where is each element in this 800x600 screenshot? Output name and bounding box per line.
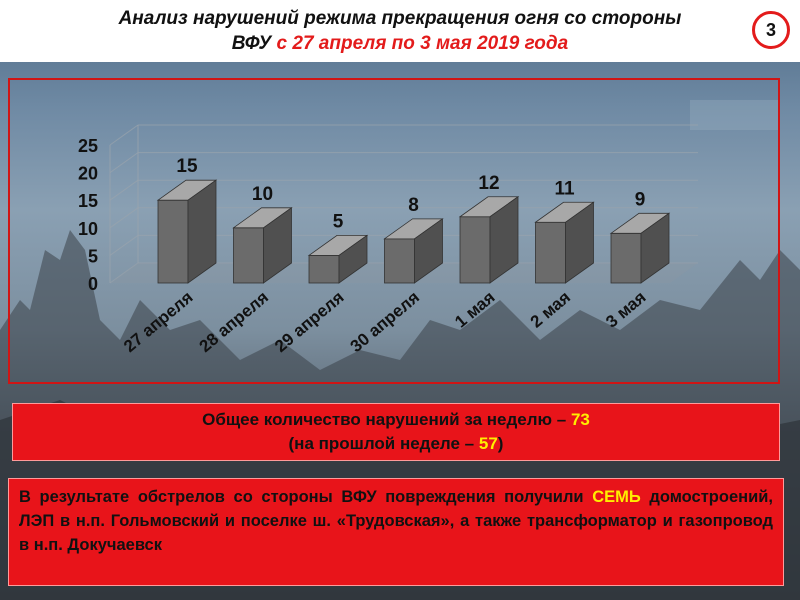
bar	[157, 199, 189, 284]
bar	[610, 232, 642, 284]
x-tick-label: 3 мая	[602, 288, 649, 332]
data-label: 15	[176, 156, 198, 177]
x-tick-label: 2 мая	[527, 288, 574, 332]
chart-frame	[8, 78, 780, 384]
bar-side	[187, 179, 217, 284]
previous-week-suffix: )	[497, 434, 504, 453]
bar	[233, 227, 264, 284]
bar-side	[565, 201, 594, 284]
bar	[459, 216, 491, 284]
slide-number-badge: 3	[752, 11, 790, 49]
weekly-total-line: Общее количество нарушений за неделю – 7…	[13, 410, 779, 430]
title-vfu: ВФУ	[231, 33, 272, 54]
data-label: 5	[333, 211, 344, 232]
data-label: 11	[554, 178, 575, 199]
y-tick-label: 0	[88, 274, 98, 294]
previous-week-label: (на прошлой неделе –	[288, 434, 475, 453]
damage-count-highlight: СЕМЬ	[592, 488, 641, 506]
data-label: 12	[478, 173, 499, 194]
bar-side	[338, 234, 368, 284]
bar-side	[489, 195, 519, 284]
bar-side	[414, 218, 443, 284]
grid-depth-line	[109, 234, 139, 256]
grid-depth-line	[109, 179, 139, 201]
y-tick-label: 5	[88, 246, 98, 266]
data-label: 8	[408, 195, 419, 216]
grid-depth-line	[109, 152, 139, 174]
bar-side	[263, 207, 292, 284]
previous-week-value: 57	[478, 434, 498, 453]
header-bar: Анализ нарушений режима прекращения огня…	[0, 0, 800, 62]
y-tick-label: 20	[78, 164, 98, 184]
bar	[535, 221, 566, 284]
grid-depth-line	[109, 262, 139, 284]
damage-info-panel: В результате обстрелов со стороны ВФУ по…	[8, 478, 784, 586]
weekly-total-panel: Общее количество нарушений за неделю – 7…	[12, 403, 780, 461]
x-tick-label: 28 апреля	[196, 288, 273, 356]
x-tick-label: 29 апреля	[271, 288, 348, 356]
damage-text-part2: домостроений, ЛЭП в н.п. Гольмовский и п…	[19, 488, 773, 554]
bar	[384, 238, 415, 284]
y-tick-label: 25	[78, 136, 98, 156]
grid-depth-line	[109, 207, 139, 229]
bar	[308, 254, 340, 284]
page-title-line2: ВФУ с 27 апреля по 3 мая 2019 года	[0, 33, 800, 55]
y-tick-label: 10	[78, 219, 98, 239]
weekly-total-value: 73	[570, 410, 590, 429]
x-tick-label: 1 мая	[451, 288, 498, 332]
y-tick-label: 15	[78, 191, 98, 211]
page-title-line1: Анализ нарушений режима прекращения огня…	[118, 8, 682, 29]
data-label: 10	[252, 184, 273, 205]
data-label: 9	[635, 189, 646, 210]
bar-side	[640, 212, 670, 284]
grid-depth-line	[109, 124, 139, 146]
weekly-total-label: Общее количество нарушений за неделю –	[202, 410, 567, 429]
violations-bar-chart: 0 5 10 15 20 25 15 27 апреля 10 28 апреля 5 29 апре…	[78, 124, 698, 356]
previous-week-line: (на прошлой неделе – 57)	[13, 434, 779, 454]
title-date-range: с 27 апреля по 3 мая 2019 года	[276, 33, 569, 54]
x-tick-label: 30 апреля	[347, 288, 424, 356]
damage-text-part1: В результате обстрелов со стороны ВФУ по…	[19, 488, 584, 506]
x-tick-label: 27 апреля	[120, 288, 197, 356]
